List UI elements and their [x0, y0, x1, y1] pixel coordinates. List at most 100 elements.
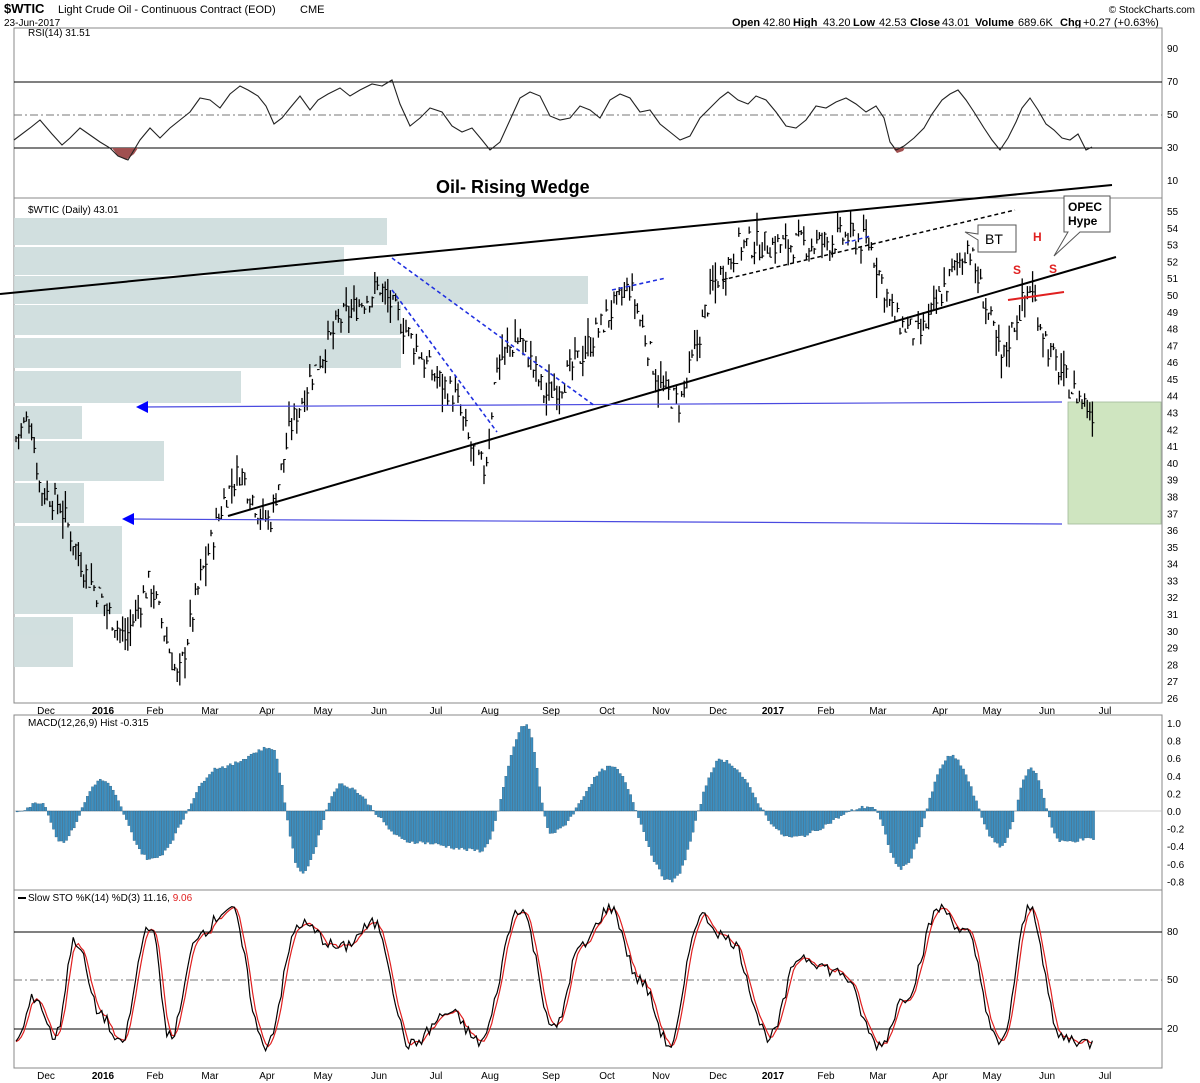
macd-bar: [455, 810, 458, 848]
macd-bar: [899, 810, 903, 870]
macd-bar: [242, 759, 245, 812]
macd-bar: [78, 810, 81, 816]
macd-bar: [166, 810, 170, 848]
macd-bar: [980, 810, 983, 818]
macd-bar: [1055, 810, 1059, 839]
macd-bar: [439, 810, 443, 846]
price-tick: 44: [1167, 392, 1179, 403]
macd-bar: [788, 810, 791, 837]
macd-bar: [910, 810, 913, 859]
macd-bar: [845, 810, 848, 813]
macd-bar: [876, 810, 879, 813]
macd-bar: [660, 810, 664, 877]
macd-bar: [145, 810, 149, 860]
macd-bar: [494, 810, 497, 821]
blue-dashed-4: [844, 235, 871, 244]
macd-bar: [1019, 787, 1022, 812]
macd-bar: [951, 754, 955, 812]
macd-bar: [949, 756, 952, 812]
macd-bar: [47, 810, 50, 816]
macd-bar: [73, 810, 76, 829]
macd-bar: [143, 810, 146, 855]
macd-bar: [827, 810, 830, 824]
macd-bar: [811, 810, 814, 831]
support-arrow-41: [136, 401, 148, 413]
vbp-bar: [14, 617, 73, 667]
macd-bar: [187, 809, 190, 812]
macd-bar: [574, 807, 578, 812]
macd-bar: [632, 802, 635, 812]
price-x-axis: Dec 2016 Feb Mar Apr May Jun Jul Aug Sep Oct Nov Dec…: [37, 706, 1111, 717]
macd-bar: [374, 810, 378, 815]
macd-bar: [824, 810, 827, 825]
macd-bar: [556, 810, 560, 830]
macd-bar: [379, 810, 383, 818]
macd-bar: [1029, 767, 1033, 812]
stoch-x-label: 2016: [92, 1071, 115, 1082]
macd-bar: [850, 809, 853, 812]
macd-bar: [832, 810, 835, 820]
macd-bar: [873, 809, 877, 812]
macd-bar: [335, 788, 339, 812]
macd-bar: [101, 780, 105, 812]
macd-bar: [304, 810, 307, 871]
macd-bar: [96, 780, 99, 812]
macd-bar: [626, 789, 630, 812]
macd-bar: [463, 810, 466, 850]
price-x-label: May: [314, 706, 333, 717]
macd-bar: [751, 792, 755, 812]
macd-bar: [1066, 810, 1069, 842]
volume-by-price: [14, 218, 588, 667]
rsi-tick: 50: [1167, 110, 1179, 121]
macd-bar: [130, 810, 133, 833]
macd-tick: -0.2: [1167, 825, 1185, 836]
macd-bar: [1053, 810, 1056, 834]
price-tick: 55: [1167, 207, 1179, 218]
macd-bar: [816, 810, 820, 831]
price-x-label: Jul: [1099, 706, 1112, 717]
macd-bar: [395, 810, 398, 836]
macd-bar: [801, 810, 804, 836]
price-tick: 40: [1167, 459, 1179, 470]
support-arrow-34: [122, 513, 134, 525]
price-tick: 42: [1167, 425, 1179, 436]
macd-bar: [528, 728, 531, 812]
stoch-x-label: May: [983, 1071, 1002, 1082]
macd-bar: [756, 803, 760, 812]
macd-bar: [223, 768, 227, 812]
macd-bar: [1050, 810, 1054, 828]
macd-bar: [840, 810, 843, 816]
price-tick: 43: [1167, 409, 1179, 420]
macd-bar: [489, 810, 492, 840]
macd-bar: [621, 776, 625, 812]
macd-bar: [140, 810, 144, 855]
macd-bar: [746, 782, 749, 812]
macd-bar: [125, 810, 128, 820]
macd-bar: [561, 810, 565, 827]
macd-bar: [886, 810, 890, 845]
macd-bar: [972, 795, 976, 812]
macd-bar: [231, 765, 235, 812]
macd-bar: [434, 810, 437, 844]
price-y-axis: 26 27 28 29 30 31 32 33 34 35 36 37 38 39 40 41 42 43 44 45…: [1167, 207, 1179, 705]
macd-bar: [593, 777, 596, 812]
macd-bar: [184, 810, 188, 814]
macd-bar: [967, 781, 970, 812]
macd-bar: [270, 749, 274, 812]
macd-bar: [278, 772, 281, 812]
wedge-upper-inner-dashed: [721, 209, 1016, 281]
macd-bar: [23, 810, 27, 812]
macd-bar: [135, 810, 138, 845]
macd-bar: [88, 791, 92, 812]
macd-bar: [863, 808, 866, 812]
macd-bar: [491, 810, 495, 832]
macd-bar: [112, 789, 115, 812]
macd-bar: [465, 810, 469, 851]
macd-bar: [1058, 810, 1061, 842]
macd-bar: [754, 797, 757, 812]
volume-value: 689.6K: [1018, 17, 1054, 29]
macd-bar: [385, 810, 388, 826]
stoch-x-label: 2017: [762, 1071, 785, 1082]
macd-bar: [340, 783, 344, 812]
macd-bar: [759, 807, 762, 812]
